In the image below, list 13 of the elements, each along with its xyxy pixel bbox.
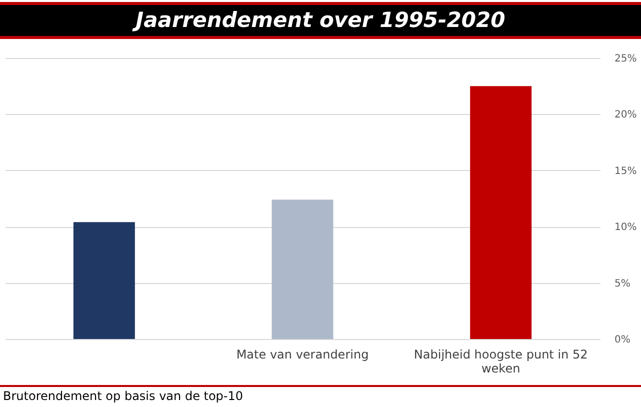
chart-title: Jaarrendement over 1995-2020 xyxy=(0,2,641,39)
y-tick-label: 10% xyxy=(614,222,637,234)
y-tick-label: 25% xyxy=(614,54,637,64)
bar xyxy=(470,86,532,339)
y-tick-label: 15% xyxy=(614,166,637,177)
y-tick-label: 5% xyxy=(614,278,630,290)
x-tick-label: Mate van verandering xyxy=(236,348,369,362)
text: Brutorendement op basis van de top-10 xyxy=(0,385,641,405)
x-tick-label: Nabijheid hoogste punt in 52 weken xyxy=(414,348,588,376)
y-tick-label: 0% xyxy=(614,334,630,346)
bar xyxy=(73,222,135,339)
y-tick-label: 20% xyxy=(614,110,637,121)
bar xyxy=(272,200,334,339)
